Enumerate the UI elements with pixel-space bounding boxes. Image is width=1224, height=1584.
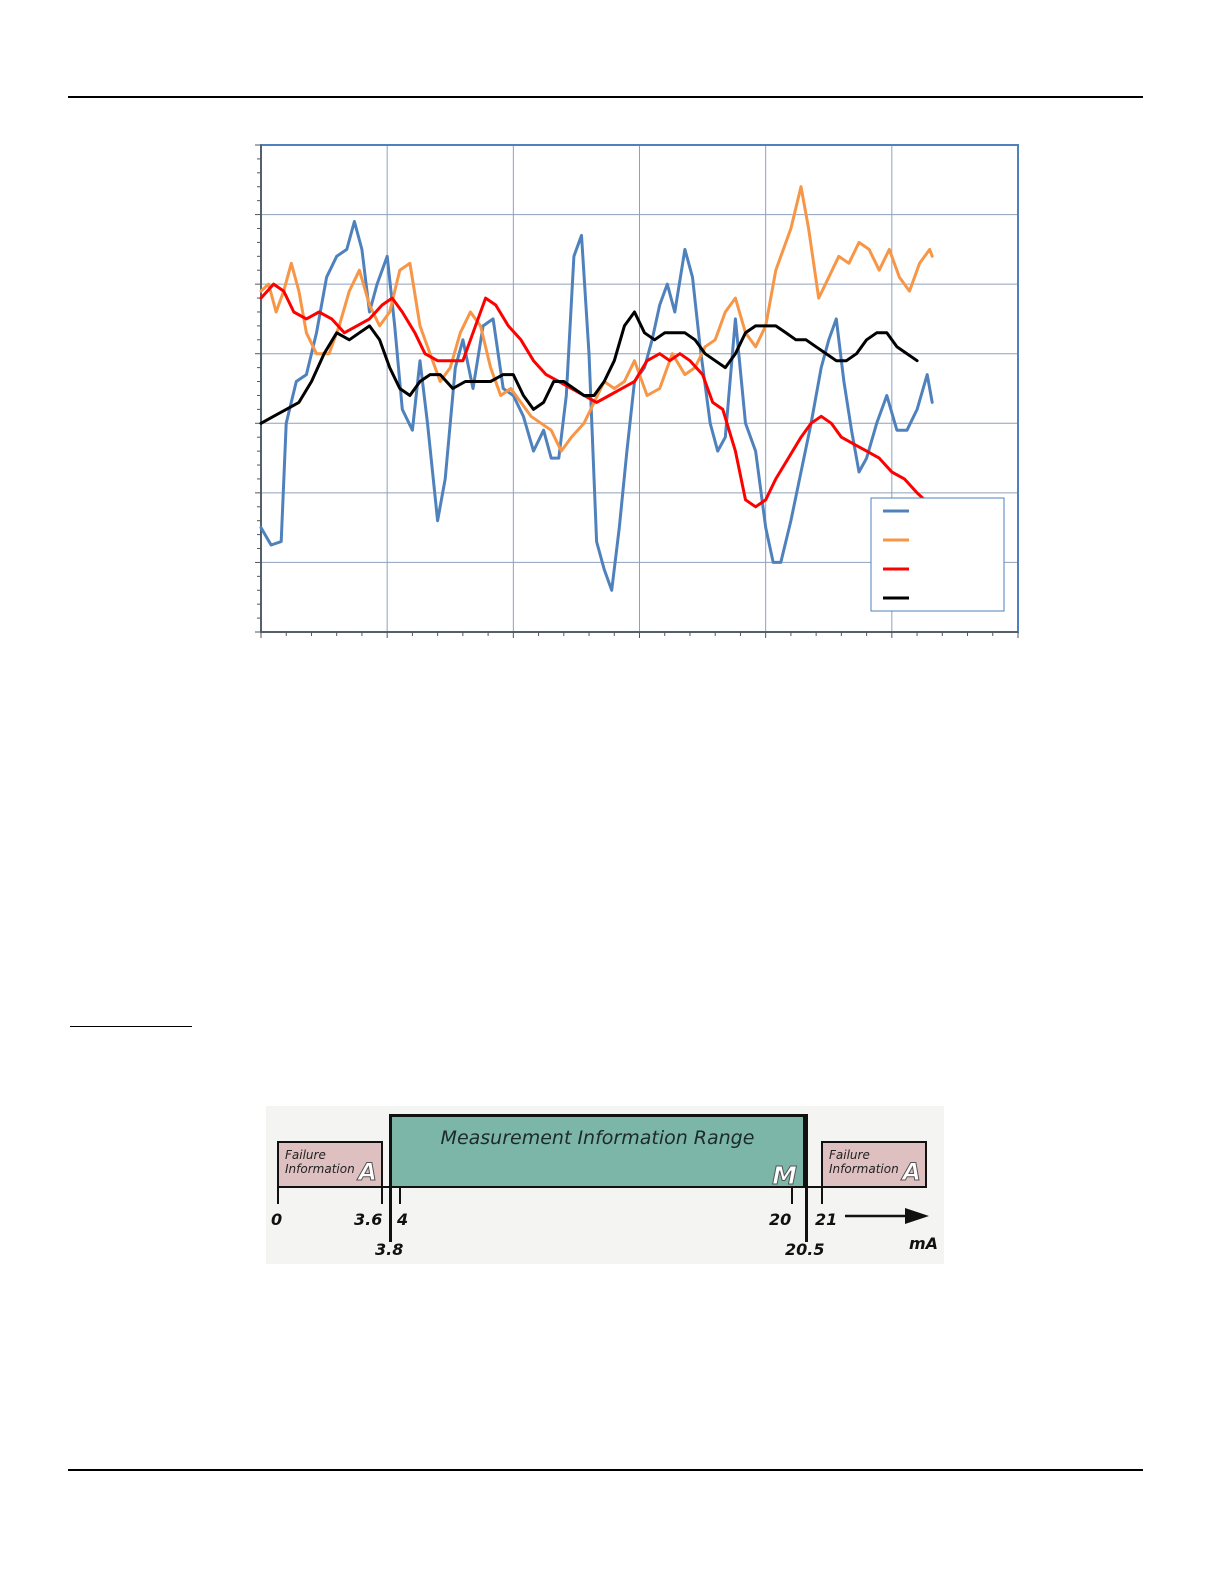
tick-label-3-8: 3.8 xyxy=(375,1240,404,1259)
failure-low-label: Failure Information xyxy=(285,1148,355,1176)
failure-high-label: Failure Information xyxy=(829,1148,899,1176)
chart-series xyxy=(259,185,934,592)
measurement-letter: M xyxy=(772,1161,798,1191)
scale-baseline xyxy=(277,1186,927,1188)
series-line-2 xyxy=(259,185,934,453)
unit-label: mA xyxy=(909,1234,939,1253)
line-chart xyxy=(255,144,1019,638)
header-rule xyxy=(68,96,1143,98)
section-rule xyxy=(70,1026,192,1027)
failure-low-box: Failure Information A xyxy=(277,1141,383,1187)
failure-high-label-text: Failure Information xyxy=(829,1148,899,1176)
series-line-4 xyxy=(259,310,919,425)
measurement-range-label: Measurement Information Range xyxy=(440,1127,755,1149)
tick-3-8 xyxy=(389,1114,392,1242)
current-range-figure: Failure Information A Measurement Inform… xyxy=(266,1106,944,1264)
chart-ticks xyxy=(255,144,1019,638)
tick-21 xyxy=(821,1186,823,1204)
failure-low-label-text: Failure Information xyxy=(285,1148,355,1176)
tick-label-21: 21 xyxy=(815,1210,838,1229)
tick-3-6 xyxy=(381,1186,383,1204)
tick-label-3-6: 3.6 xyxy=(354,1210,383,1229)
tick-label-20-5: 20.5 xyxy=(785,1240,825,1259)
arrow-right-icon xyxy=(845,1208,929,1224)
tick-label-20: 20 xyxy=(769,1210,792,1229)
failure-low-letter: A xyxy=(358,1158,378,1187)
series-line-1 xyxy=(259,220,934,592)
tick-20 xyxy=(791,1186,793,1204)
tick-0 xyxy=(277,1186,279,1204)
tick-20-5 xyxy=(805,1114,808,1242)
measurement-range-box: Measurement Information Range M xyxy=(389,1114,806,1191)
failure-high-box: Failure Information A xyxy=(821,1141,927,1187)
tick-label-4: 4 xyxy=(397,1210,409,1229)
chart-legend xyxy=(870,497,1005,612)
legend-box xyxy=(870,497,1005,612)
series-line-3 xyxy=(259,282,934,509)
footer-rule xyxy=(68,1469,1143,1471)
tick-4 xyxy=(399,1186,401,1204)
tick-label-0: 0 xyxy=(271,1210,283,1229)
failure-high-letter: A xyxy=(902,1158,922,1187)
